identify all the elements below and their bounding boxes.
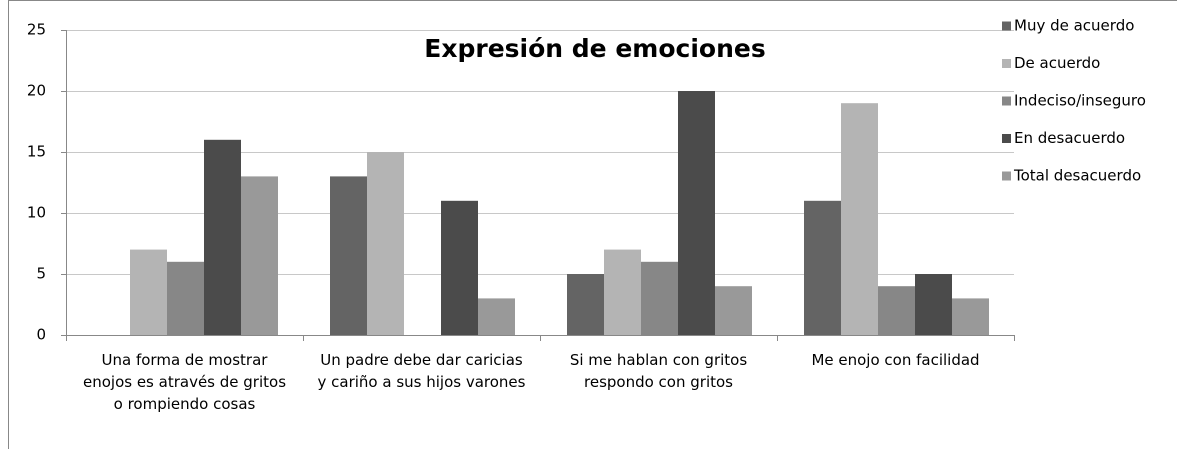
bar — [204, 139, 241, 335]
x-tick-label: Me enojo con facilidad — [811, 351, 979, 369]
bar — [841, 103, 878, 335]
legend-label: Total desacuerdo — [1013, 167, 1141, 185]
legend-swatch — [1002, 171, 1011, 181]
bar — [130, 249, 167, 335]
legend-label: En desacuerdo — [1014, 129, 1125, 147]
y-tick-label: 0 — [36, 326, 46, 344]
legend-swatch — [1002, 96, 1011, 106]
bar — [478, 298, 515, 335]
legend-swatch — [1002, 134, 1011, 143]
bar — [330, 176, 367, 335]
bar — [367, 152, 404, 335]
x-tick-label: Un padre debe dar caricias y cariño a sus… — [318, 351, 526, 391]
bar — [241, 176, 278, 335]
bar — [878, 286, 915, 335]
legend-label: De acuerdo — [1014, 54, 1100, 72]
legend-swatch — [1002, 59, 1011, 68]
bar — [167, 261, 204, 335]
y-tick-label: 25 — [27, 21, 46, 39]
bar — [567, 274, 604, 335]
bar — [678, 91, 715, 335]
x-tick-label: Una forma de mostrar enojos es através de… — [83, 351, 286, 413]
legend-swatch — [1002, 21, 1011, 31]
y-tick-label: 10 — [27, 204, 46, 222]
bar — [915, 274, 952, 335]
legend-label: Indeciso/inseguro — [1014, 92, 1146, 110]
x-tick-label: Si me hablan con gritos respondo con grit… — [570, 351, 748, 391]
bar — [441, 200, 478, 335]
bar — [952, 298, 989, 335]
y-tick-label: 20 — [27, 82, 46, 100]
bar — [804, 200, 841, 335]
y-tick-label: 5 — [36, 265, 46, 283]
bar — [715, 286, 752, 335]
chart-title: Expresión de emociones — [424, 34, 765, 63]
bar — [641, 261, 678, 335]
y-tick-label: 15 — [27, 143, 46, 161]
legend-label: Muy de acuerdo — [1014, 17, 1134, 35]
bar — [604, 249, 641, 335]
